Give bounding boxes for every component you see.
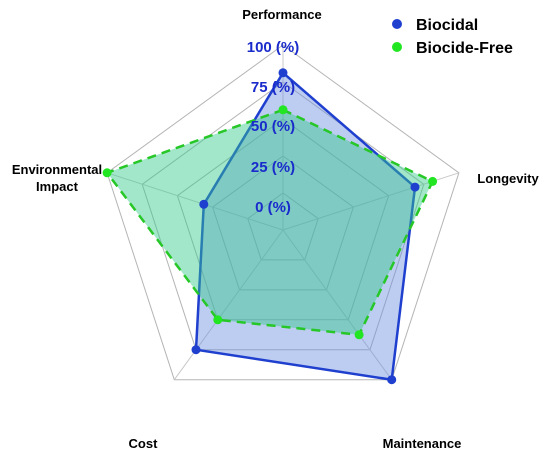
grid-ring-4	[106, 44, 460, 381]
axis-label-performance: Performance	[242, 7, 321, 22]
data-point-biocidal-cost	[191, 345, 201, 355]
data-point-biocide-free-maintenance	[354, 330, 364, 340]
data-point-biocidal-performance	[278, 68, 288, 78]
radar-grid	[106, 44, 460, 381]
series-area-biocidal	[194, 70, 417, 382]
axis-label-maintenance: Maintenance	[383, 436, 462, 451]
data-point-biocidal-environmental-impact	[199, 199, 209, 209]
radial-tick-labels: 0 (%) 25 (%) 50 (%) 75 (%) 100 (%)	[247, 39, 300, 216]
legend-label-biocidal: Biocidal	[416, 17, 478, 34]
legend-label-biocide-free: Biocide-Free	[416, 40, 513, 57]
axis-label-environmental-impact-line-1: Impact	[36, 179, 79, 194]
data-point-biocide-free-cost	[213, 315, 223, 325]
grid-ring-0	[247, 192, 319, 261]
grid-spoke-4	[106, 172, 284, 231]
grid-spoke-3	[173, 229, 284, 380]
grid-spoke-2	[282, 229, 393, 380]
grid-ring-1	[212, 155, 354, 291]
tick-label-100: 100 (%)	[247, 39, 300, 56]
radar-series	[102, 68, 438, 385]
data-point-biocidal-longevity	[410, 182, 420, 192]
legend-marker-biocide-free	[392, 42, 402, 52]
tick-label-25: 25 (%)	[251, 159, 295, 176]
legend: Biocidal Biocide-Free	[392, 17, 513, 57]
axis-label-cost: Cost	[129, 436, 159, 451]
data-point-biocidal-maintenance	[387, 375, 397, 385]
axis-label-longevity: Longevity	[477, 171, 539, 186]
data-point-biocide-free-environmental-impact	[102, 168, 112, 178]
tick-label-75: 75 (%)	[251, 79, 295, 96]
axis-label-environmental-impact-line-0: Environmental	[12, 162, 102, 177]
axis-labels: Performance Longevity Maintenance Cost E…	[12, 7, 540, 451]
tick-label-0: 0 (%)	[255, 199, 291, 216]
data-point-biocide-free-longevity	[428, 176, 438, 186]
series-area-biocide-free	[105, 108, 435, 337]
tick-label-50: 50 (%)	[251, 118, 295, 135]
axis-label-environmental-impact: Environmental Impact	[12, 162, 102, 194]
data-point-biocide-free-performance	[278, 105, 288, 115]
legend-marker-biocidal	[392, 19, 402, 29]
grid-ring-3	[141, 81, 425, 351]
grid-ring-2	[176, 118, 390, 321]
